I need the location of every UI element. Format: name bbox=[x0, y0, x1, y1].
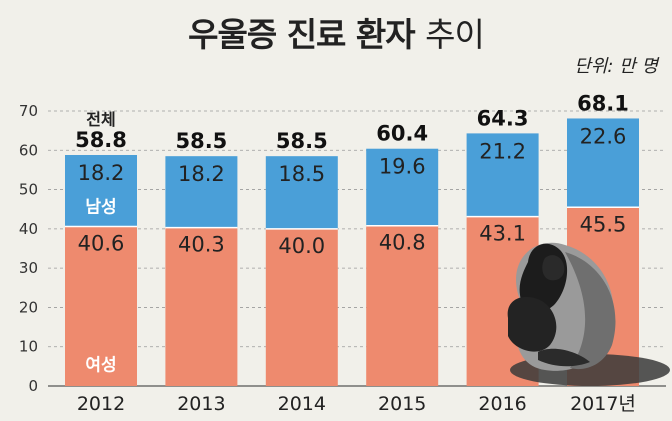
y-tick-label: 70 bbox=[19, 102, 38, 120]
total-value-label: 58.8 bbox=[75, 128, 127, 152]
x-tick-label: 2017년 bbox=[570, 393, 636, 415]
y-tick-label: 30 bbox=[19, 259, 38, 277]
x-tick-label: 2014 bbox=[278, 393, 326, 415]
bar-male bbox=[165, 156, 238, 228]
female-value-label: 40.3 bbox=[178, 233, 225, 257]
male-series-label: 남성 bbox=[85, 198, 116, 218]
x-tick-label: 2016 bbox=[478, 393, 526, 415]
x-axis-ticks: 2012 2013 2014 2015 2016 2017년 bbox=[77, 393, 636, 415]
y-tick-label: 10 bbox=[19, 338, 38, 356]
x-tick-label: 2012 bbox=[77, 393, 125, 415]
male-value-label: 18.2 bbox=[178, 162, 225, 186]
male-value-label: 18.2 bbox=[78, 161, 125, 185]
x-tick-label: 2013 bbox=[177, 393, 225, 415]
female-series-label: 여성 bbox=[85, 355, 116, 375]
female-value-label: 40.8 bbox=[379, 231, 426, 255]
bar-female bbox=[65, 226, 137, 386]
total-value-label: 64.3 bbox=[477, 106, 529, 130]
bars bbox=[65, 118, 639, 386]
male-value-label: 21.2 bbox=[479, 139, 526, 163]
bar-female bbox=[366, 225, 439, 386]
bar-female bbox=[165, 227, 238, 386]
depressed-person-illustration bbox=[507, 242, 670, 386]
bar-male bbox=[567, 118, 639, 208]
grid-lines bbox=[48, 110, 666, 387]
bar-male bbox=[265, 156, 338, 229]
total-series-label: 전체 bbox=[86, 110, 115, 129]
y-tick-label: 60 bbox=[19, 141, 38, 159]
male-value-label: 22.6 bbox=[580, 124, 627, 148]
female-value-label: 40.6 bbox=[78, 232, 125, 256]
y-tick-label: 50 bbox=[19, 181, 38, 199]
female-value-label: 45.5 bbox=[580, 212, 627, 236]
bar-female bbox=[265, 228, 338, 386]
chart-title: 우울증 진료 환자 추이 bbox=[0, 8, 672, 56]
y-tick-label: 40 bbox=[19, 220, 38, 238]
female-value-label: 40.0 bbox=[278, 234, 325, 258]
total-value-label: 60.4 bbox=[376, 122, 428, 146]
unit-label: 단위: 만 명 bbox=[574, 56, 658, 77]
total-value-label: 58.5 bbox=[276, 129, 328, 153]
title-main: 우울증 진료 환자 bbox=[188, 15, 415, 54]
female-value-label: 43.1 bbox=[479, 222, 526, 246]
bar-male bbox=[466, 133, 539, 217]
male-value-label: 18.5 bbox=[278, 162, 325, 186]
male-value-label: 19.6 bbox=[379, 155, 426, 179]
x-tick-label: 2015 bbox=[378, 393, 426, 415]
bar-male bbox=[366, 148, 439, 226]
bar-male bbox=[65, 155, 137, 227]
y-axis-ticks: 0 10 20 30 40 50 60 70 bbox=[19, 102, 38, 395]
total-value-label: 58.5 bbox=[175, 129, 227, 153]
y-tick-label: 20 bbox=[19, 298, 38, 316]
y-tick-label: 0 bbox=[28, 377, 38, 395]
title-suffix: 추이 bbox=[425, 15, 485, 54]
total-value-label: 68.1 bbox=[577, 91, 629, 115]
